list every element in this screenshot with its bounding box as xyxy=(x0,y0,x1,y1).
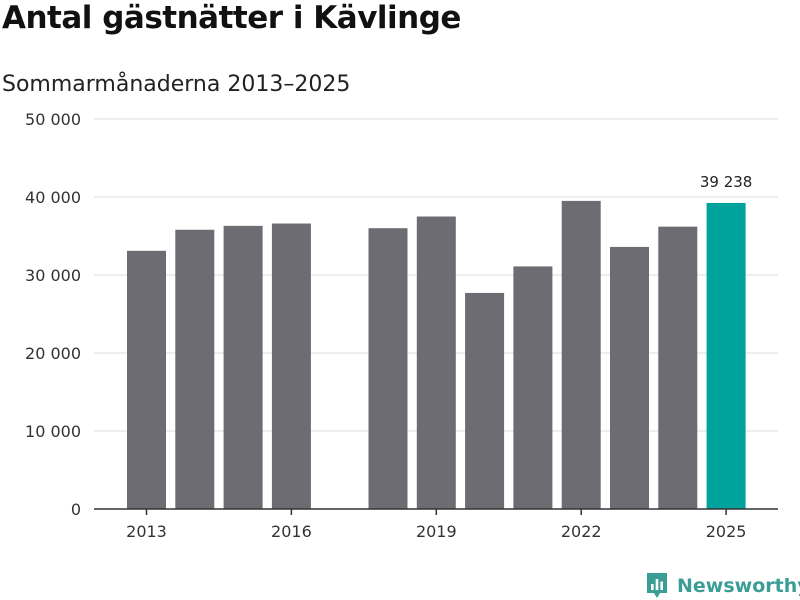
x-tick-label: 2019 xyxy=(416,522,457,541)
bar-2023 xyxy=(610,246,649,510)
x-tick-label: 2022 xyxy=(561,522,602,541)
data-labels: 39 238 xyxy=(700,173,753,191)
bar-2020 xyxy=(465,292,505,509)
x-axis-ticks: 2013 2016 2019 2022 2025 xyxy=(126,509,746,541)
y-tick-label: 10 000 xyxy=(25,422,81,441)
bar-2018 xyxy=(368,228,408,509)
newsworthy-logo-icon xyxy=(647,573,667,598)
y-axis-tick-labels: 0 10 000 20 000 30 000 40 000 50 000 xyxy=(25,110,81,519)
y-tick-label: 50 000 xyxy=(25,110,81,129)
bar-2025 xyxy=(706,202,746,509)
bar-2016 xyxy=(271,223,311,509)
x-tick-label: 2016 xyxy=(271,522,312,541)
chart-title: Antal gästnätter i Kävlinge xyxy=(2,0,461,36)
bar-2014 xyxy=(175,229,215,509)
brand-name: Newsworthy xyxy=(677,574,800,597)
bar-2019 xyxy=(416,216,456,509)
bar-2015 xyxy=(223,225,263,510)
y-tick-label: 40 000 xyxy=(25,188,81,207)
x-tick-label: 2025 xyxy=(706,522,747,541)
y-tick-label: 0 xyxy=(71,500,81,519)
data-label-2025: 39 238 xyxy=(700,173,753,191)
bars xyxy=(127,200,746,510)
bar-2024 xyxy=(658,226,698,509)
bar-2022 xyxy=(561,200,601,509)
y-tick-label: 30 000 xyxy=(25,266,81,285)
y-tick-label: 20 000 xyxy=(25,344,81,363)
bar-2021 xyxy=(513,266,553,509)
x-tick-label: 2013 xyxy=(126,522,167,541)
chart-subtitle: Sommarmånaderna 2013–2025 xyxy=(2,72,351,97)
newsworthy-logo: Newsworthy xyxy=(645,571,800,600)
bar-2013 xyxy=(127,250,166,509)
